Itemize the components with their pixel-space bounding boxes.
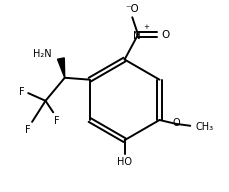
Text: CH₃: CH₃ <box>195 122 213 132</box>
Text: N: N <box>133 31 140 41</box>
Text: F: F <box>19 87 25 97</box>
Text: O: O <box>172 118 179 128</box>
Text: F: F <box>54 116 60 126</box>
Text: +: + <box>142 24 148 30</box>
Text: O: O <box>161 30 169 40</box>
Text: H₂N: H₂N <box>33 49 51 59</box>
Polygon shape <box>57 58 64 78</box>
Text: F: F <box>25 125 30 135</box>
Text: HO: HO <box>117 157 131 167</box>
Text: ⁻O: ⁻O <box>125 4 139 14</box>
